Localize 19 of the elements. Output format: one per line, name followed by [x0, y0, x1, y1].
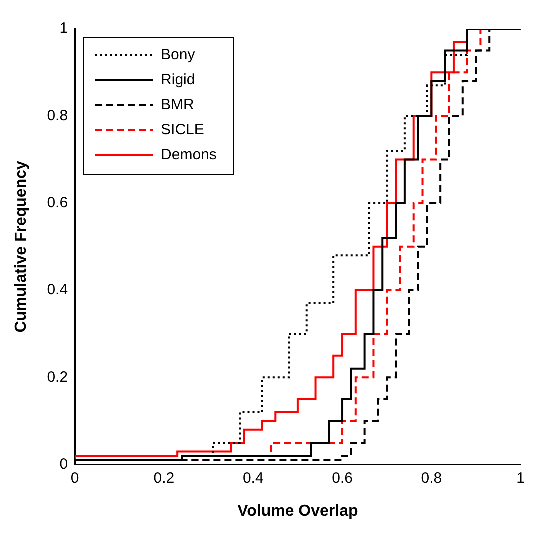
- y-tick-label: 0.4: [47, 282, 68, 299]
- x-tick-label: 1: [516, 470, 525, 487]
- x-tick-label: 0: [70, 470, 80, 487]
- x-tick-label: 0.4: [242, 470, 264, 487]
- y-tick-label: 0.2: [47, 368, 68, 386]
- x-axis-title: Volume Overlap: [238, 502, 358, 520]
- x-tick-label: 0.6: [332, 470, 353, 487]
- x-tick-label: 0.8: [421, 470, 442, 487]
- legend-label: Rigid: [161, 72, 196, 89]
- y-tick-label: 0: [60, 456, 68, 473]
- y-axis-title: Cumulative Frequency: [13, 161, 30, 333]
- legend-label: SICLE: [161, 122, 204, 139]
- legend-label: Bony: [161, 46, 196, 64]
- legend-label: BMR: [161, 96, 195, 114]
- y-tick-label: 0.8: [47, 107, 68, 124]
- y-tick-label: 1: [60, 20, 68, 38]
- x-tick-label: 0.2: [154, 470, 175, 487]
- legend-label: Demons: [161, 146, 217, 164]
- y-tick-label: 0.6: [47, 194, 68, 212]
